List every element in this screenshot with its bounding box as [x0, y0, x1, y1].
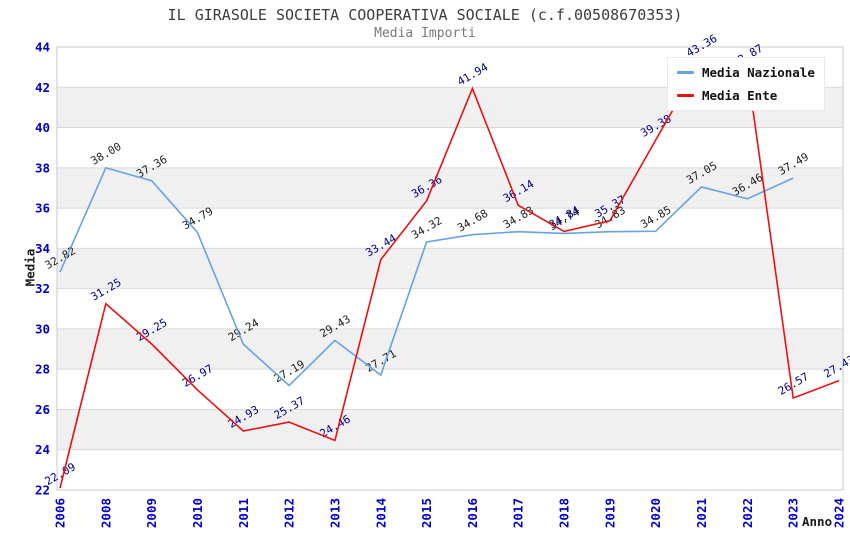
x-tick-label: 2013: [327, 498, 342, 528]
x-tick-label: 2024: [832, 498, 847, 528]
x-tick-label: 2021: [694, 498, 709, 528]
data-point-label: 34.68: [455, 207, 490, 235]
x-axis-title: Anno: [802, 514, 833, 529]
x-tick-label: 2008: [98, 498, 113, 528]
x-tick-label: 2009: [144, 498, 159, 528]
data-point-label: 34.32: [409, 214, 444, 242]
data-point-label: 43.36: [684, 32, 719, 60]
legend-item-media-nazionale: Media Nazionale: [677, 65, 815, 80]
x-tick-label: 2019: [602, 498, 617, 528]
legend-label-media-nazionale: Media Nazionale: [702, 65, 815, 80]
x-tick-label: 2023: [786, 498, 801, 528]
x-tick-label: 2010: [190, 498, 205, 528]
x-tick-label: 2015: [419, 498, 434, 528]
chart-legend: Media Nazionale Media Ente: [667, 57, 825, 111]
y-tick-label: 36: [35, 201, 50, 216]
series-line: [59, 166, 794, 387]
x-tick-label: 2020: [648, 498, 663, 528]
chart-title: IL GIRASOLE SOCIETA COOPERATIVA SOCIALE …: [167, 6, 683, 24]
y-tick-label: 22: [35, 483, 50, 498]
legend-line-swatch-icon: [677, 71, 694, 74]
x-tick-label: 2022: [740, 498, 755, 528]
x-tick-label: 2016: [465, 498, 480, 528]
x-tick-label: 2012: [282, 498, 297, 528]
chart-subtitle: Media Importi: [374, 26, 476, 41]
y-tick-label: 28: [35, 362, 50, 377]
y-tick-label: 44: [35, 40, 50, 55]
y-tick-label: 26: [35, 402, 50, 417]
y-tick-label: 38: [35, 160, 50, 175]
data-point-label: 38.00: [88, 140, 123, 168]
x-tick-label: 2018: [557, 498, 572, 528]
legend-label-media-ente: Media Ente: [702, 88, 778, 103]
legend-item-media-ente: Media Ente: [677, 88, 815, 103]
x-tick-label: 2011: [236, 498, 251, 528]
data-point-label: 41.94: [455, 60, 491, 88]
x-tick-label: 2014: [373, 498, 388, 528]
y-tick-label: 24: [35, 442, 50, 457]
y-tick-label: 34: [35, 241, 50, 256]
y-tick-label: 40: [35, 120, 50, 135]
legend-line-swatch-icon: [677, 94, 694, 97]
y-tick-label: 32: [35, 281, 50, 296]
x-tick-label: 2006: [53, 498, 68, 528]
y-tick-label: 30: [35, 321, 50, 336]
x-tick-label: 2017: [511, 498, 526, 528]
y-tick-label: 42: [35, 80, 50, 95]
y-axis-title: Media: [22, 248, 38, 287]
